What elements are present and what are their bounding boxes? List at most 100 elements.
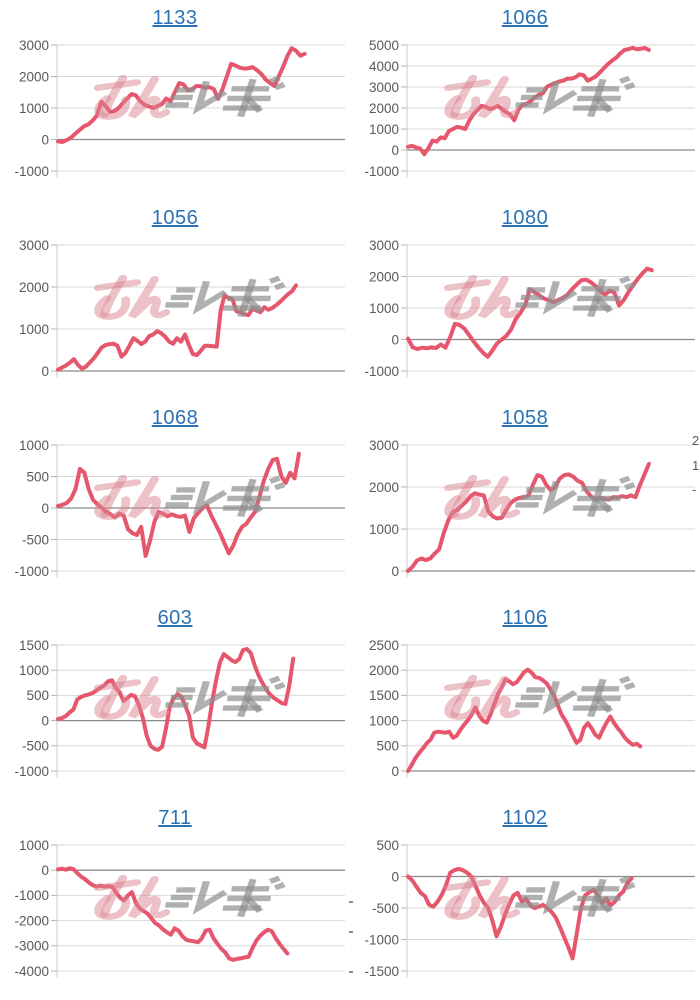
y-tick-label: 5000 xyxy=(369,38,399,53)
y-tick-label: 2000 xyxy=(369,269,399,284)
y-tick-label: 3000 xyxy=(369,80,399,95)
y-tick-label: 1000 xyxy=(19,838,49,853)
slump-graph: 3000 2000 1000 0 -1000 xyxy=(14,38,345,179)
slump-line-series xyxy=(406,866,634,961)
y-tick-label: 0 xyxy=(391,869,399,884)
cropped-tick-label-fragment: 1 xyxy=(692,458,700,473)
y-tick-label: 2500 xyxy=(369,638,399,653)
y-tick-label: 0 xyxy=(391,764,399,779)
y-tick-label: 0 xyxy=(41,501,49,516)
slump-graph: 1500 1000 500 0 -500 -1000 xyxy=(14,638,345,779)
y-tick-label: -500 xyxy=(22,532,49,547)
machine-number-link[interactable]: 711 xyxy=(158,807,192,829)
slump-graph: 3000 2000 1000 0 xyxy=(19,238,345,379)
chart-card: 1058 3000 2000 1000 0 xyxy=(350,400,700,600)
chart-title-row: 711 xyxy=(0,800,350,836)
machine-number-link[interactable]: 1056 xyxy=(151,207,199,229)
slump-graph: 3000 2000 1000 0 -1000 xyxy=(364,238,695,379)
slump-line-series xyxy=(406,461,651,573)
y-tick-label: -500 xyxy=(22,739,49,754)
y-tick-label: 2000 xyxy=(19,69,49,84)
chart-card: 1106 2500 2000 1500 1000 500 0 xyxy=(350,600,700,800)
machine-number-link[interactable]: 1066 xyxy=(501,7,549,29)
slump-graph: 1000 0 -1000 -2000 -3000 -4000 xyxy=(14,838,345,979)
chart-title-row: 1066 xyxy=(350,0,700,36)
cropped-label-fragment xyxy=(349,971,353,973)
cropped-tick-label-fragment: 2 xyxy=(692,433,700,448)
y-tick-label: 0 xyxy=(41,132,49,147)
slump-graph: 3000 2000 1000 0 xyxy=(369,438,695,579)
watermark-logo-icon xyxy=(93,474,286,520)
chart-title-row: 1106 xyxy=(350,600,700,636)
y-tick-label: 4000 xyxy=(369,59,399,74)
machine-number-link[interactable]: 1080 xyxy=(501,207,549,229)
y-tick-label: 2000 xyxy=(369,663,399,678)
chart-card: 1068 1000 500 0 -500 -1000 xyxy=(0,400,350,600)
y-tick-label: -4000 xyxy=(14,964,49,979)
machine-number-link[interactable]: 1058 xyxy=(501,407,549,429)
y-tick-label: -1000 xyxy=(364,932,399,947)
machine-number-link[interactable]: 603 xyxy=(157,607,193,629)
y-tick-label: -1000 xyxy=(364,364,399,379)
chart-card: 1133 3000 2000 1000 0 -1000 xyxy=(0,0,350,200)
y-tick-label: -1500 xyxy=(364,964,399,979)
y-tick-label: 2000 xyxy=(19,280,49,295)
y-tick-label: -1000 xyxy=(14,564,49,579)
y-tick-label: -1000 xyxy=(14,888,49,903)
y-tick-label: 0 xyxy=(391,564,399,579)
y-tick-label: 0 xyxy=(41,713,49,728)
slump-graph: 1000 500 0 -500 -1000 xyxy=(14,438,345,579)
chart-card: 1066 5000 4000 3000 2000 1000 0 -1000 xyxy=(350,0,700,200)
watermark-logo-icon xyxy=(93,74,286,120)
y-tick-label: 1000 xyxy=(19,438,49,453)
cropped-label-fragment xyxy=(349,931,353,933)
y-tick-label: 2000 xyxy=(369,101,399,116)
watermark-logo-icon xyxy=(443,674,636,720)
watermark-logo-icon xyxy=(443,474,636,520)
y-tick-label: -3000 xyxy=(14,939,49,954)
chart-title-row: 1080 xyxy=(350,200,700,236)
chart-title-row: 1133 xyxy=(0,0,350,36)
watermark-logo-icon xyxy=(443,874,636,920)
y-tick-label: -1000 xyxy=(364,164,399,179)
y-tick-label: 3000 xyxy=(369,438,399,453)
machine-number-link[interactable]: 1133 xyxy=(152,7,198,29)
chart-card: 1056 3000 2000 1000 0 xyxy=(0,200,350,400)
y-tick-label: 3000 xyxy=(19,38,49,53)
y-tick-label: 1000 xyxy=(19,322,49,337)
machine-number-link[interactable]: 1106 xyxy=(502,607,548,629)
y-tick-label: 1000 xyxy=(369,522,399,537)
y-tick-label: 0 xyxy=(391,143,399,158)
watermark-logo-icon xyxy=(93,674,286,720)
cropped-label-fragment xyxy=(349,901,353,903)
y-tick-label: -1000 xyxy=(14,764,49,779)
chart-title-row: 1058 xyxy=(350,400,700,436)
y-tick-label: 0 xyxy=(41,863,49,878)
y-tick-label: 0 xyxy=(391,332,399,347)
y-tick-label: 3000 xyxy=(369,238,399,253)
y-tick-label: 1000 xyxy=(369,301,399,316)
y-tick-label: 1000 xyxy=(19,101,49,116)
watermark-logo-icon xyxy=(93,274,286,320)
slump-line-series xyxy=(406,667,643,773)
y-tick-label: 500 xyxy=(26,688,49,703)
slump-graph: 5000 4000 3000 2000 1000 0 -1000 xyxy=(364,38,695,179)
y-tick-label: 500 xyxy=(376,739,399,754)
y-tick-label: 1000 xyxy=(369,122,399,137)
machine-number-link[interactable]: 1102 xyxy=(502,807,548,829)
y-tick-label: -2000 xyxy=(14,913,49,928)
y-tick-label: 2000 xyxy=(369,480,399,495)
y-tick-label: 1000 xyxy=(19,663,49,678)
slump-graph: 2500 2000 1500 1000 500 0 xyxy=(369,638,695,779)
machine-number-link[interactable]: 1068 xyxy=(151,407,199,429)
watermark-logo-icon xyxy=(443,274,636,320)
chart-title-row: 603 xyxy=(0,600,350,636)
watermark-logo-icon xyxy=(93,874,286,920)
y-tick-label: 1500 xyxy=(369,688,399,703)
y-tick-label: 500 xyxy=(26,469,49,484)
chart-card: 1080 3000 2000 1000 0 -1000 xyxy=(350,200,700,400)
slump-graph: 500 0 -500 -1000 -1500 xyxy=(364,838,695,979)
chart-title-row: 1068 xyxy=(0,400,350,436)
chart-card: 711 1000 0 -1000 -2000 -3000 -4000 xyxy=(0,800,350,1000)
